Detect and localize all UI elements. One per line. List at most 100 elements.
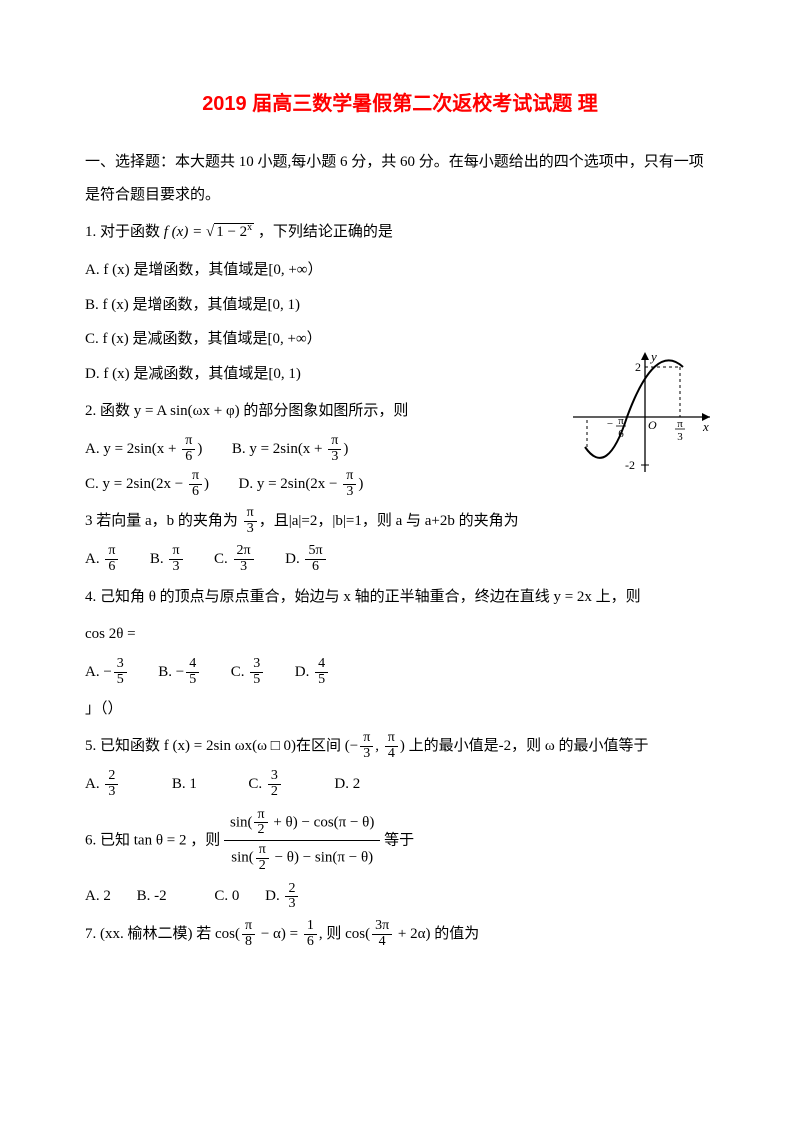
q6-pre: 6. 已知 tan θ = 2 ，则 [85,832,224,848]
q2-C-frac: π6 [189,469,202,499]
q3-opts: A. π6 B. π3 C. 2π3 D. 5π6 [85,542,715,577]
q5n1: π [360,731,373,747]
xtick-left-n: π [618,415,624,427]
q4Cd: 5 [250,673,263,688]
xtick-right-d: 3 [677,431,683,443]
sqrt-icon: √1 − 2x [206,216,254,249]
q3-B-l: B. [150,551,164,567]
page-title: 2019 届高三数学暑假第二次返校考试试题 理 [85,80,715,128]
q7-f2: 16 [304,919,317,949]
q7cn: 3π [372,919,392,935]
q3-ang-d: 3 [244,522,257,537]
q6nb: + θ) − cos(π − θ) [270,814,375,830]
q2-D-n: π [343,469,356,485]
q5Cn: 3 [268,769,281,785]
q7-m2: , 则 cos( [319,926,370,942]
q6-num: sin(π2 + θ) − cos(π − θ) [224,806,380,841]
q4-C-l: C. [231,664,249,680]
q1: 1. 对于函数 f (x) = √1 − 2x ，下列结论正确的是 [85,216,715,249]
q1-stem-pre: 1. 对于函数 [85,224,164,240]
q5n2: π [385,731,398,747]
q5-A-l: A. [85,776,103,792]
q2-A-pre: A. y = 2sin(x + [85,441,180,457]
q4Ad: 5 [114,673,127,688]
q2-A-post: ) [197,441,202,457]
q5-post: ) 上的最小值是-2，则 ω 的最小值等于 [400,738,649,754]
q7-m1: − α) = [257,926,302,942]
q7-post: + 2α) 的值为 [394,926,479,942]
q6-nf: π2 [254,808,267,838]
q5-D: D. 2 [334,776,360,792]
ytick-2: 2 [635,360,641,374]
q7-f1: π8 [242,919,255,949]
q3-C-l: C. [214,551,228,567]
q6-D-f: 23 [285,882,298,912]
q6Dn: 2 [285,882,298,898]
origin-label: O [648,418,657,432]
q4Dn: 4 [315,657,328,673]
q5-pre: 5. 已知函数 f (x) = 2sin ωx(ω □ 0)在区间 (− [85,738,358,754]
q6-D-l: D. [265,888,283,904]
q3Cn: 2π [234,544,254,560]
q3-D-l: D. [285,551,300,567]
q4Bn: 4 [186,657,199,673]
xtick-left-sign: − [607,418,613,430]
q6da: sin( [231,850,254,866]
q3-B-f: π3 [169,544,182,574]
xtick-right-n: π [677,418,683,430]
q3-A-l: A. [85,551,100,567]
q5-A-f: 23 [105,769,118,799]
q3-angfrac: π3 [244,506,257,536]
q5-B: B. 1 [172,776,197,792]
q4-D-f: 45 [315,657,328,687]
q5d1: 3 [360,747,373,762]
q7ad: 8 [242,935,255,950]
q3-pre: 3 若向量 a，b 的夹角为 [85,513,242,529]
q2-graph: 2 -2 y x O − π 6 π 3 [565,347,715,491]
q4Bd: 5 [186,673,199,688]
q3Bd: 3 [169,560,182,575]
q2-B-pre: B. y = 2sin(x + [232,441,326,457]
q4Dd: 5 [315,673,328,688]
q3-post: ，且|a|=2，|b|=1，则 a 与 a+2b 的夹角为 [259,513,519,529]
q4-B-l: B. − [158,664,184,680]
q4-A-f: 35 [114,657,127,687]
q2-D-post: ) [358,476,363,492]
q1-stem-post: ，下列结论正确的是 [258,224,393,240]
q6db: − θ) − sin(π − θ) [271,850,373,866]
q3An: π [105,544,118,560]
q3Ad: 6 [105,560,118,575]
q1-A: A. f (x) 是增函数，其值域是[0, +∞） [85,253,715,288]
q2-A-frac: π6 [182,434,195,464]
q2-C-pre: C. y = 2sin(2x − [85,476,187,492]
q2-D-d: 3 [343,485,356,500]
q5-f1: π3 [360,731,373,761]
q2-A-d: 6 [182,450,195,465]
q7: 7. (xx. 榆林二模) 若 cos(π8 − α) = 16, 则 cos(… [85,918,715,951]
xtick-left-d: 6 [618,428,624,440]
q6dan: π [256,843,269,859]
q6na: sin( [230,814,253,830]
q7bn: 1 [304,919,317,935]
q4-tail: 」（） [85,693,715,726]
q3Dn: 5π [305,544,325,560]
q4-C-f: 35 [250,657,263,687]
q2-A-n: π [182,434,195,450]
q4-cos: cos 2θ = [85,618,715,651]
q7bd: 6 [304,935,317,950]
y-axis-label: y [649,349,657,364]
q7an: π [242,919,255,935]
q5-opts: A. 23 B. 1 C. 32 D. 2 [85,767,715,802]
q2-B-n: π [328,434,341,450]
q6nad: 2 [254,823,267,838]
q2-B-frac: π3 [328,434,341,464]
q5-C-l: C. [248,776,266,792]
q4-opts: A. −35 B. −45 C. 35 D. 45 [85,655,715,690]
q6nan: π [254,808,267,824]
q4-D-l: D. [295,664,313,680]
q2-B-post: ) [343,441,348,457]
q6: 6. 已知 tan θ = 2 ，则 sin(π2 + θ) − cos(π −… [85,806,715,876]
q5Ad: 3 [105,785,118,800]
q7-f3: 3π4 [372,919,392,949]
q5An: 2 [105,769,118,785]
